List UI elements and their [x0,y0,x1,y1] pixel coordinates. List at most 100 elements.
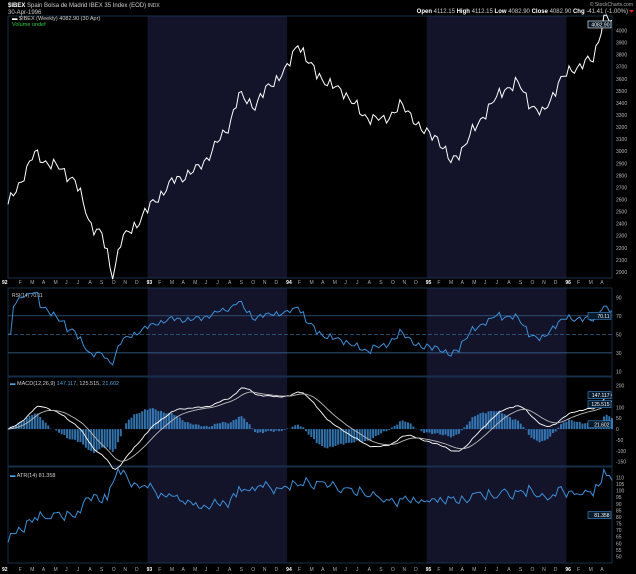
x-tick-label: F [437,280,440,286]
x-tick-label: J [65,280,68,286]
macd-histogram-bar [76,429,79,442]
macd-last-value-box [587,391,612,399]
macd-histogram-bar [482,412,485,430]
year-shade [426,467,567,563]
x-tick-label: A [88,280,92,286]
macd-histogram-bar [460,429,463,431]
year-shade [426,288,567,376]
x-tick-label: S [379,280,383,286]
atr-last-value: 81.358 [594,513,610,519]
y-tick-label: 90 [616,502,622,508]
rsi-last-value: 70.11 [597,314,609,320]
macd-histogram-bar [393,425,396,430]
macd-histogram-bar [33,413,36,430]
macd-histogram-bar [398,421,401,430]
x-tick-label: D [414,567,418,573]
macd-histogram-bar [377,429,380,436]
y-tick-label: 2300 [616,234,627,240]
x-tick-label: S [100,567,104,573]
macd-histogram-bar [313,429,316,440]
y-tick-label: 100 [616,405,625,411]
macd-histogram-bar [581,423,584,430]
macd-histogram-bar [181,420,184,430]
y-tick-label: 60 [616,541,622,547]
macd-histogram-bar [358,429,361,442]
macd-histogram-bar [283,429,286,430]
macd-histogram-bar [90,429,93,451]
x-tick-label: M [309,280,313,286]
macd-histogram-bar [474,416,477,430]
macd-histogram-bar [286,428,289,430]
x-tick-label: M [333,567,337,573]
x-tick-label: F [158,567,161,573]
y-tick-label: 65 [616,535,622,541]
y-tick-label: 2500 [616,210,627,216]
macd-histogram-bar [111,429,114,452]
macd-histogram-bar [256,429,259,433]
macd-histogram-bar [527,429,530,435]
macd-histogram-bar [355,429,358,441]
macd-histogram-bar [213,423,216,430]
macd-histogram-bar [291,426,294,430]
macd-histogram-bar [259,429,262,433]
x-tick-label: O [391,280,395,286]
x-tick-label: S [240,280,244,286]
x-tick-label: M [54,280,58,286]
macd-histogram-bar [103,429,106,449]
x-tick-label: D [135,567,139,573]
x-tick-label: M [30,567,34,573]
macd-histogram-bar [578,421,581,430]
x-tick-label: J [356,280,359,286]
macd-histogram-bar [433,429,436,434]
x-tick-label: A [88,567,92,573]
macd-histogram-bar [498,410,501,430]
macd-last-value-box [587,420,612,429]
x-tick-label: A [42,567,46,573]
x-tick-label: 92 [2,567,8,573]
x-tick-label: J [216,567,219,573]
macd-histogram-bar [31,414,34,430]
macd-histogram-bar [143,409,146,430]
atr-last-value-box [587,511,612,519]
x-tick-label: N [123,280,127,286]
y-tick-label: 3700 [616,65,627,71]
rsi-legend: RSI(14) 70.11 [12,293,43,299]
macd-histogram-bar [506,415,509,430]
x-tick-label: N [263,280,267,286]
macd-histogram-bar [173,415,176,430]
macd-histogram-bar [444,429,447,435]
y-tick-label: 90 [616,295,622,301]
macd-histogram-bar [36,413,39,430]
macd-histogram-bar [192,424,195,430]
macd-last-value: 147.117 [592,393,610,399]
macd-histogram-bar [202,426,205,430]
macd-last-value: 21.602 [594,422,610,428]
macd-histogram-bar [149,408,152,430]
y-tick-label: 30 [616,351,622,357]
x-tick-label: F [19,567,22,573]
x-tick-label: D [554,567,558,573]
macd-histogram-bar [55,429,58,431]
x-tick-label: A [321,567,325,573]
x-tick-label: J [205,567,208,573]
macd-histogram-bar [471,417,474,430]
macd-histogram-bar [262,429,265,434]
macd-histogram-bar [135,413,138,430]
macd-histogram-bar [412,426,415,430]
x-tick-label: M [170,280,174,286]
macd-histogram-bar [95,429,98,452]
macd-histogram-bar [296,424,299,430]
macd-histogram-bar [151,408,154,430]
x-tick-label: J [205,280,208,286]
macd-histogram-bar [428,429,431,433]
macd-histogram-bar [390,427,393,430]
macd-histogram-bar [495,411,498,430]
macd-histogram-bar [468,421,471,430]
x-tick-label: M [193,567,197,573]
macd-histogram-bar [229,422,232,430]
macd-histogram-bar [551,429,554,434]
x-tick-label: D [414,280,418,286]
macd-histogram-bar [404,421,407,430]
macd-signal-line [7,391,613,462]
macd-histogram-bar [533,429,536,440]
